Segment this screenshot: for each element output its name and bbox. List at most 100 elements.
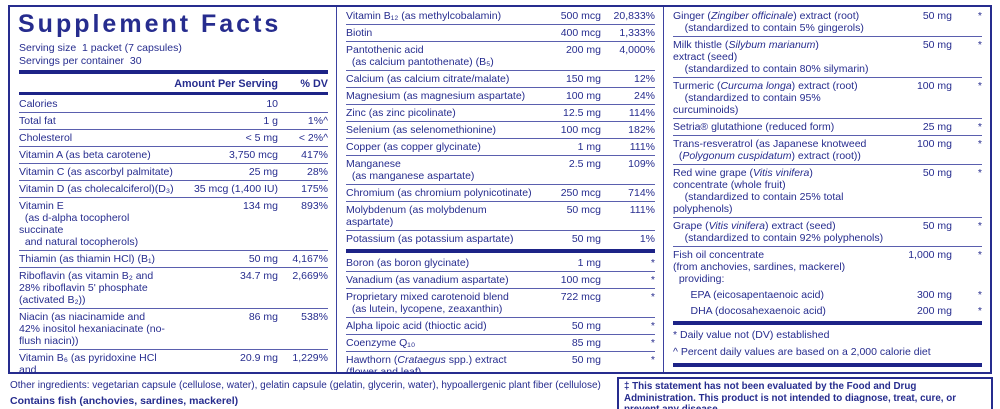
nutrient-percent-dv: * [650, 354, 655, 366]
nutrient-name: Cholesterol [19, 131, 73, 144]
nutrient-name: Chromium (as chromium polynicotinate) [346, 187, 532, 199]
nutrient-percent-dv: * [977, 39, 982, 51]
nutrient-name: Copper (as copper glycinate) [346, 141, 481, 153]
nutrient-row: Manganese (as manganese aspartate) 2.5 mg… [346, 155, 655, 184]
nutrient-amount: 34.7 mg [240, 269, 278, 282]
nutrient-name: Riboflavin (as vitamin B₂ and 28% ribofl… [19, 269, 154, 306]
nutrient-name: Trans-resveratrol (as Japanese knotweed … [673, 138, 867, 162]
nutrient-row: Vitamin D (as cholecalciferol)(D₃) 35 mcg… [19, 179, 328, 197]
nutrient-rows-right: Ginger (Zingiber officinale) extract (ro… [673, 8, 982, 367]
nutrient-name: Pantothenic acid (as calcium pantothenat… [346, 44, 494, 68]
nutrient-row: Ginger (Zingiber officinale) extract (ro… [673, 8, 982, 36]
nutrient-amount: 50 mg [248, 252, 278, 265]
nutrient-percent-dv: 20,833% [613, 10, 655, 22]
nutrient-percent-dv: 1%^ [307, 114, 328, 127]
nutrient-amount: 100 mg [565, 90, 601, 102]
footnote-text: * Daily value not (DV) established [673, 329, 830, 341]
nutrient-name: Coenzyme Q₁₀ [346, 337, 416, 349]
header-divider-bar [19, 92, 328, 95]
nutrient-name: Red wine grape (Vitis vinifera) concentr… [673, 167, 844, 215]
nutrient-row: Vitamin A (as beta carotene) 3,750 mcg 417… [19, 145, 328, 163]
fda-disclaimer-text: ‡ This statement has not been evaluated … [624, 381, 957, 409]
nutrient-name: Total fat [19, 114, 56, 127]
nutrient-rows-middle: Vitamin B₁₂ (as methylcobalamin) 500 mcg 2… [346, 8, 655, 372]
nutrient-name: Niacin (as niacinamide and 42% inositol … [19, 310, 165, 347]
nutrient-row: Grape (Vitis vinifera) extract (seed) (s… [673, 217, 982, 246]
footnote-text: ^ Percent daily values are based on a 2,… [673, 346, 931, 358]
nutrient-percent-dv: 714% [628, 187, 655, 199]
nutrient-percent-dv: 109% [628, 158, 655, 170]
nutrient-name: Vitamin B₁₂ (as methylcobalamin) [346, 10, 502, 22]
nutrient-row: Trans-resveratrol (as Japanese knotweed … [673, 135, 982, 164]
nutrient-amount: 2.5 mg [568, 158, 601, 170]
section-divider-bar [346, 249, 655, 253]
servings-per-container-text: Servings per container 30 [19, 55, 142, 67]
section-divider-bar [19, 70, 328, 74]
nutrient-amount: 85 mg [571, 337, 601, 349]
nutrient-percent-dv: * [977, 10, 982, 22]
nutrient-percent-dv: * [977, 220, 982, 232]
nutrient-percent-dv: 4,000% [619, 44, 655, 56]
nutrient-percent-dv: * [650, 337, 655, 349]
nutrient-name: Setria® glutathione (reduced form) [673, 121, 835, 133]
nutrient-name: EPA (eicosapentaenoic acid) [673, 289, 824, 301]
nutrient-percent-dv: 4,167% [292, 252, 328, 265]
nutrient-row: EPA (eicosapentaenoic acid) 300 mg * [673, 287, 982, 303]
nutrient-name: Grape (Vitis vinifera) extract (seed) (s… [673, 220, 884, 244]
nutrient-percent-dv: * [650, 274, 655, 286]
nutrient-percent-dv: 24% [633, 90, 655, 102]
nutrient-row: Hawthorn (Crataegus spp.) extract (flowe… [346, 351, 655, 372]
nutrient-percent-dv: * [977, 121, 982, 133]
nutrient-row: Calories 10 [19, 96, 328, 112]
nutrient-percent-dv: 114% [628, 107, 655, 119]
nutrient-row: Proprietary mixed carotenoid blend (as l… [346, 288, 655, 317]
nutrient-row: Red wine grape (Vitis vinifera) concentr… [673, 164, 982, 217]
nutrient-percent-dv: 893% [301, 199, 328, 212]
nutrient-row: Vitamin B₁₂ (as methylcobalamin) 500 mcg 2… [346, 8, 655, 24]
nutrient-amount: 100 mcg [560, 274, 601, 286]
nutrient-percent-dv: 12% [633, 73, 655, 85]
nutrient-name: Vitamin B₆ (as pyridoxine HCl and 40% py… [19, 351, 157, 373]
nutrient-amount: 50 mg [571, 320, 601, 332]
nutrient-amount: 25 mg [922, 121, 952, 133]
nutrient-row: Total fat 1 g 1%^ [19, 111, 328, 129]
nutrient-amount: 1 mg [577, 257, 601, 269]
nutrient-row: Pantothenic acid (as calcium pantothenat… [346, 41, 655, 70]
nutrient-row: Riboflavin (as vitamin B₂ and 28% ribofl… [19, 266, 328, 308]
nutrient-amount: 50 mg [922, 10, 952, 22]
nutrient-amount: 100 mg [916, 138, 952, 150]
nutrient-amount: 50 mg [922, 220, 952, 232]
nutrient-percent-dv: * [977, 138, 982, 150]
nutrient-percent-dv: 28% [306, 165, 328, 178]
nutrient-name: Zinc (as zinc picolinate) [346, 107, 456, 119]
nutrient-amount: 50 mg [922, 39, 952, 51]
label-frame: Supplement Facts Serving size 1 packet (… [8, 5, 992, 374]
nutrient-row: Milk thistle (Silybum marianum) extract … [673, 36, 982, 77]
nutrient-percent-dv: 175% [301, 182, 328, 195]
nutrient-name: Vitamin C (as ascorbyl palmitate) [19, 165, 173, 178]
column-right: Ginger (Zingiber officinale) extract (ro… [663, 7, 990, 372]
nutrient-name: DHA (docosahexaenoic acid) [673, 305, 826, 317]
nutrient-percent-dv: * [977, 305, 982, 317]
amount-per-serving-header: Amount Per Serving [174, 78, 278, 90]
nutrient-amount: 50 mg [571, 354, 601, 366]
nutrient-row: Thiamin (as thiamin HCl) (B₁) 50 mg 4,167% [19, 249, 328, 267]
nutrient-percent-dv: 1,333% [619, 27, 655, 39]
nutrient-percent-dv: * [977, 167, 982, 179]
nutrient-amount: 12.5 mg [563, 107, 601, 119]
section-divider-bar [673, 321, 982, 325]
nutrient-name: Potassium (as potassium aspartate) [346, 233, 514, 245]
nutrient-name: Calories [19, 97, 58, 110]
nutrient-row: Alpha lipoic acid (thioctic acid) 50 mg * [346, 317, 655, 334]
nutrient-row: Boron (as boron glycinate) 1 mg * [346, 255, 655, 271]
nutrient-name: Vitamin D (as cholecalciferol)(D₃) [19, 182, 174, 195]
nutrient-row: Calcium (as calcium citrate/malate) 150 m… [346, 70, 655, 87]
nutrient-row: Turmeric (Curcuma longa) extract (root) … [673, 77, 982, 118]
nutrient-row: Molybdenum (as molybdenum aspartate) 50 m… [346, 201, 655, 230]
percent-dv-header: % DV [300, 78, 328, 90]
nutrient-row: Biotin 400 mcg 1,333% [346, 24, 655, 41]
nutrient-row: Vitamin B₆ (as pyridoxine HCl and 40% py… [19, 348, 328, 373]
nutrient-amount: 200 mg [916, 305, 952, 317]
nutrient-percent-dv: 182% [628, 124, 655, 136]
